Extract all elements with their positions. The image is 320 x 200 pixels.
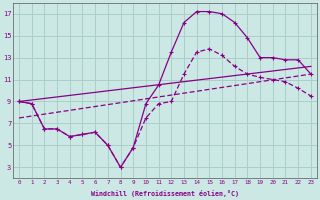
X-axis label: Windchill (Refroidissement éolien,°C): Windchill (Refroidissement éolien,°C) <box>91 190 239 197</box>
